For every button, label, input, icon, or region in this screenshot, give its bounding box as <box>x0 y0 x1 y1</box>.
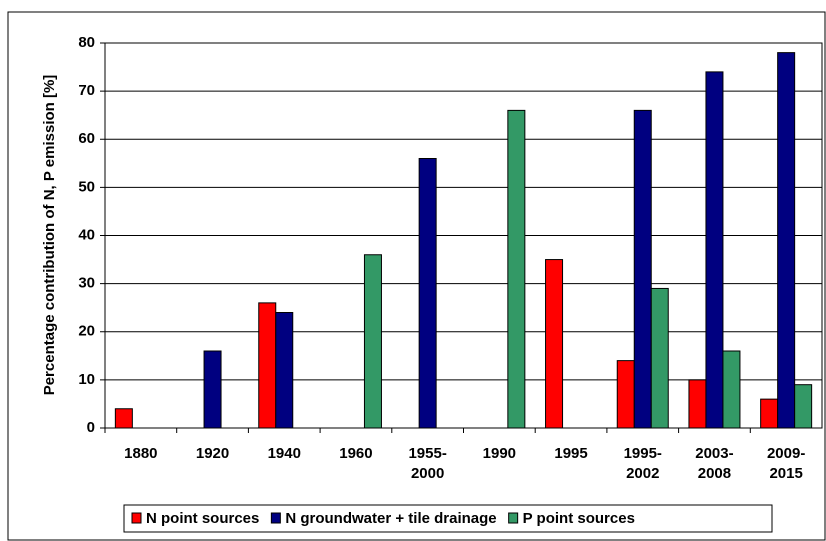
bar <box>363 254 382 429</box>
legend-swatch <box>270 512 281 524</box>
bar <box>705 71 724 429</box>
bar <box>650 287 669 429</box>
x-tick-label: 2009-2015 <box>767 445 805 482</box>
x-tick-label: 1995-2002 <box>624 445 662 482</box>
bar <box>114 408 133 429</box>
x-tick-label: 1920 <box>196 445 229 462</box>
y-tick-label: 80 <box>78 34 95 51</box>
legend <box>123 504 773 533</box>
y-tick-label: 10 <box>78 371 95 388</box>
y-tick-label: 0 <box>87 419 95 436</box>
frame <box>7 11 826 541</box>
legend-swatch <box>508 512 519 524</box>
legend-label: P point sources <box>523 510 635 527</box>
y-tick-label: 40 <box>78 226 95 243</box>
bar <box>760 398 779 429</box>
legend-label: N point sources <box>146 510 259 527</box>
bar <box>507 109 526 429</box>
y-axis-label: Percentage contribution of N, P emission… <box>41 75 58 396</box>
bar <box>777 52 796 429</box>
y-tick-label: 50 <box>78 178 95 195</box>
x-tick-label: 1955-2000 <box>408 445 446 482</box>
y-tick-label: 60 <box>78 130 95 147</box>
legend-swatch <box>131 512 142 524</box>
bar <box>688 379 707 429</box>
bar <box>794 384 813 429</box>
x-tick-label: 1880 <box>124 445 157 462</box>
bar <box>203 350 222 429</box>
bar <box>633 109 652 429</box>
x-tick-label: 1995 <box>554 445 587 462</box>
y-tick-label: 30 <box>78 275 95 292</box>
x-tick-label: 1960 <box>339 445 372 462</box>
y-tick-label: 20 <box>78 323 95 340</box>
x-tick-label: 1940 <box>268 445 301 462</box>
y-tick-label: 70 <box>78 82 95 99</box>
x-tick-label: 2003-2008 <box>695 445 733 482</box>
bar <box>258 302 277 429</box>
x-tick-label: 1990 <box>483 445 516 462</box>
bar <box>418 158 437 429</box>
legend-label: N groundwater + tile drainage <box>285 510 496 527</box>
bar <box>616 360 635 429</box>
bar <box>545 259 564 429</box>
bar <box>275 312 294 429</box>
bar <box>722 350 741 429</box>
